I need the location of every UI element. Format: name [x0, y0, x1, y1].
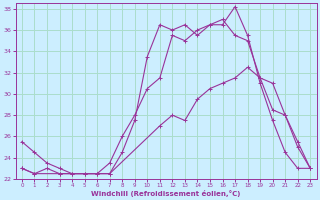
X-axis label: Windchill (Refroidissement éolien,°C): Windchill (Refroidissement éolien,°C): [92, 190, 241, 197]
